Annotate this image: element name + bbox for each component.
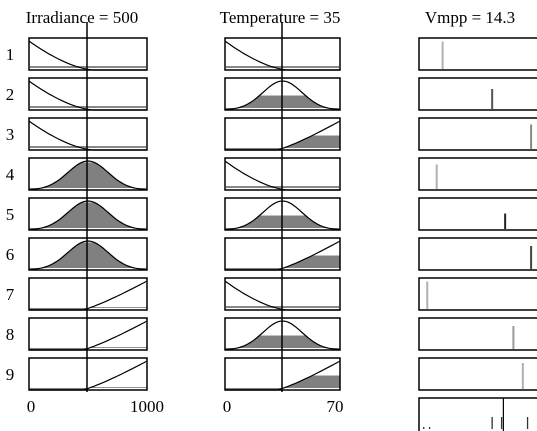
- rule-6-irradiance-fired-area: [29, 242, 147, 270]
- rule-number-4: 4: [6, 165, 15, 184]
- temperature-axis-max: 70: [327, 397, 344, 416]
- rule-2-irradiance-fired-area: [30, 106, 146, 108]
- rule-3-temperature-fired-area: [225, 135, 340, 150]
- rule-number-1: 1: [6, 45, 15, 64]
- rule-8-irradiance-box: [28, 317, 148, 351]
- rule-5-vmpp-box: [418, 197, 537, 231]
- rule-4-vmpp-box: [418, 157, 537, 191]
- rule-4-irradiance-fired-area: [29, 162, 147, 190]
- rule-1-irradiance-box: [28, 37, 148, 71]
- rule-9-irradiance-mf: [28, 357, 148, 391]
- rule-6-irradiance-curve: [28, 240, 148, 271]
- rule-6-irradiance-mf: [28, 237, 148, 271]
- rule-1-irradiance-curve: [28, 40, 147, 71]
- irradiance-axis-max: 1000: [130, 397, 164, 416]
- vmpp-aggregate-output: [418, 397, 537, 431]
- temperature-title: Temperature = 35: [220, 8, 341, 27]
- rule-5-irradiance-curve: [28, 200, 148, 231]
- rule-7-irradiance-box: [28, 277, 148, 311]
- rule-7-vmpp-box: [418, 277, 537, 311]
- rule-number-2: 2: [6, 85, 15, 104]
- rule-3-irradiance-box: [28, 117, 148, 151]
- rule-3-irradiance-fired-area: [30, 146, 146, 148]
- rule-4-irradiance-curve: [28, 160, 148, 191]
- rule-2-irradiance-mf: [28, 77, 148, 111]
- rule-4-vmpp-output: [418, 157, 537, 191]
- temperature-axis-min: 0: [223, 397, 232, 416]
- rule-6-vmpp-output: [418, 237, 537, 271]
- rule-7-irradiance-mf: [28, 277, 148, 311]
- rule-2-vmpp-output: [418, 77, 537, 111]
- rule-6-vmpp-box: [418, 237, 537, 271]
- vmpp-aggregate-box: [418, 397, 537, 431]
- rule-3-irradiance-mf: [28, 117, 148, 151]
- rule-2-vmpp-box: [418, 77, 537, 111]
- rule-1-irradiance-mf: [28, 37, 148, 71]
- rule-5-irradiance-box: [28, 197, 148, 231]
- rule-4-irradiance-mf: [28, 157, 148, 191]
- rule-8-irradiance-mf: [28, 317, 148, 351]
- vmpp-title: Vmpp = 14.3: [425, 8, 515, 27]
- rule-number-7: 7: [6, 285, 15, 304]
- rule-9-vmpp-output: [418, 357, 537, 391]
- rule-2-irradiance-box: [28, 77, 148, 111]
- rule-9-irradiance-box: [28, 357, 148, 391]
- rule-1-irradiance-fired-area: [30, 66, 146, 68]
- rule-8-vmpp-output: [418, 317, 537, 351]
- rule-3-irradiance-curve: [28, 120, 147, 151]
- rule-4-irradiance-box: [28, 157, 148, 191]
- rule-1-vmpp-box: [418, 37, 537, 71]
- rule-number-9: 9: [6, 365, 15, 384]
- rule-9-irradiance-curve: [29, 360, 148, 391]
- rule-number-8: 8: [6, 325, 15, 344]
- rule-6-irradiance-box: [28, 237, 148, 271]
- rule-3-vmpp-box: [418, 117, 537, 151]
- rule-9-vmpp-box: [418, 357, 537, 391]
- rule-9-temperature-fired-area: [225, 375, 340, 390]
- rule-5-irradiance-mf: [28, 197, 148, 231]
- irradiance-axis-min: 0: [27, 397, 36, 416]
- rule-8-vmpp-box: [418, 317, 537, 351]
- rule-number-6: 6: [6, 245, 15, 264]
- rule-7-irradiance-curve: [29, 280, 148, 311]
- rule-7-vmpp-output: [418, 277, 537, 311]
- rule-5-irradiance-fired-area: [29, 202, 147, 230]
- rule-5-vmpp-output: [418, 197, 537, 231]
- rule-2-irradiance-curve: [28, 80, 147, 111]
- rule-6-temperature-fired-area: [225, 255, 340, 270]
- rule-3-vmpp-output: [418, 117, 537, 151]
- rule-number-5: 5: [6, 205, 15, 224]
- rule-1-vmpp-output: [418, 37, 537, 71]
- irradiance-title: Irradiance = 500: [26, 8, 138, 27]
- rule-8-irradiance-curve: [29, 320, 148, 351]
- rule-number-3: 3: [6, 125, 15, 144]
